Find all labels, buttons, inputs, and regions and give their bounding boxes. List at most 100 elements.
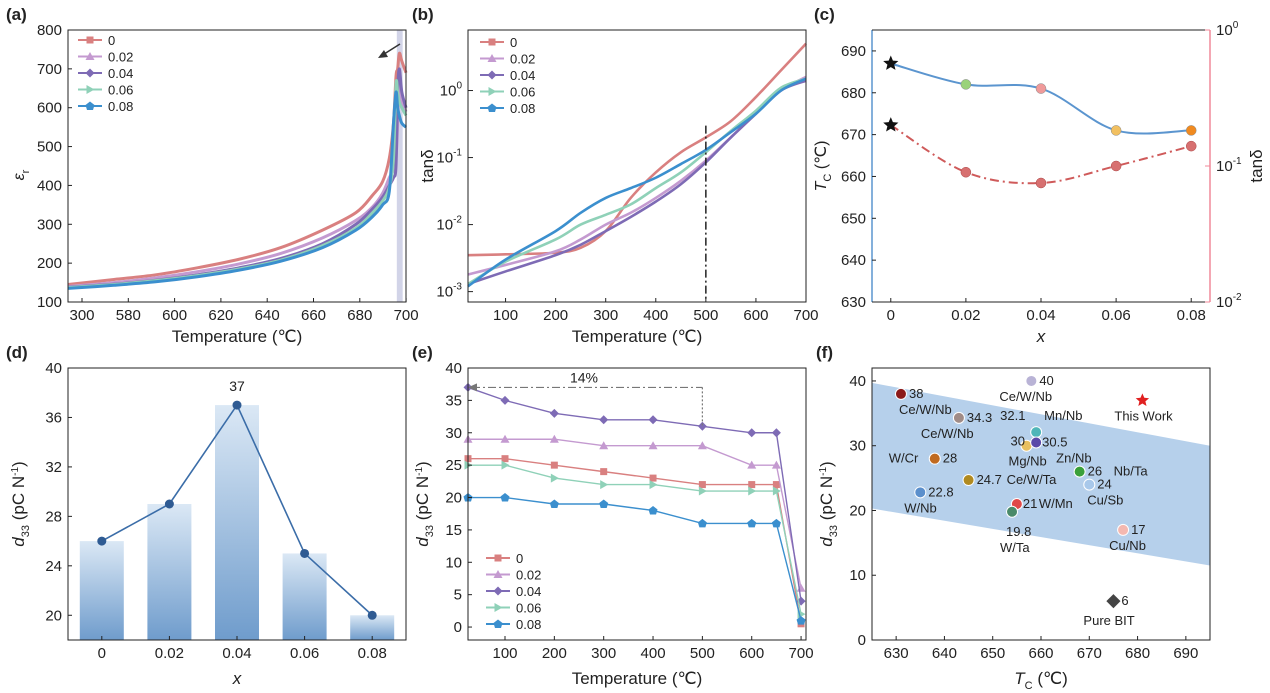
point-0.04	[697, 421, 707, 431]
point-0.08	[796, 616, 806, 625]
tan-point	[1185, 140, 1197, 152]
panel-c-ytick-left: 660	[841, 168, 866, 185]
panel-d-ytick: 24	[45, 558, 62, 575]
panel-c-ylabel-left: TC (℃)	[813, 141, 834, 192]
label-part: -1	[414, 467, 425, 476]
point-label: Ce/W/Ta	[1007, 472, 1058, 487]
panel-a-ytick: 500	[37, 139, 62, 156]
label-part: 33	[20, 525, 32, 537]
label-part: r	[20, 169, 32, 173]
label-part: C	[822, 174, 834, 182]
legend-marker-3	[86, 85, 95, 94]
legend-label-1: 0.02	[510, 52, 535, 67]
panel-c-ytick-right: 100	[1216, 20, 1239, 39]
point-0.04	[599, 415, 609, 425]
point-0.06	[649, 480, 658, 490]
series-line-0	[67, 51, 408, 287]
point-0.02	[648, 441, 658, 450]
arrow-head	[378, 50, 388, 58]
point-0.08	[500, 493, 510, 502]
legend-label-2: 0.04	[108, 66, 133, 81]
panel-c-ylabel-right: tanδ	[1247, 149, 1266, 182]
legend-label-4: 0.08	[510, 101, 535, 116]
point-label: W/Cr	[889, 451, 919, 466]
legend-label-2: 0.04	[516, 584, 541, 599]
panel-f-xtick: 650	[980, 645, 1005, 662]
point-0.02	[599, 441, 609, 450]
point-label: Ce/W/Nb	[921, 426, 974, 441]
literature-point	[1083, 478, 1096, 491]
label-part: d	[817, 537, 836, 547]
literature-point	[914, 486, 927, 499]
label-part: T	[813, 180, 830, 191]
panel-c-ytick-right: 10-2	[1216, 292, 1242, 311]
literature-point	[1073, 465, 1086, 478]
panel-c-label: (c)	[814, 5, 835, 24]
point-label: Ce/W/Nb	[899, 402, 952, 417]
panel-a-xtick: 680	[347, 307, 372, 324]
point-value: 32.1	[1000, 408, 1025, 423]
bar-0.02	[147, 504, 192, 640]
panel-a-ytick: 300	[37, 216, 62, 233]
tc-point	[1185, 125, 1197, 136]
point-value: 34.3	[967, 410, 992, 425]
panel-c-ytick-right: 10-1	[1216, 156, 1242, 175]
point-label: Nb/Ta	[1114, 464, 1149, 479]
literature-point	[1006, 505, 1019, 518]
bar-0	[79, 541, 124, 640]
panel-f-xtick: 690	[1173, 645, 1198, 662]
label-part: (pC N	[413, 476, 432, 525]
panel-e-ytick: 15	[445, 522, 462, 539]
point-0.06	[748, 486, 757, 496]
panel-b-ylabel: tanδ	[418, 149, 437, 182]
panel-b-xtick: 200	[543, 307, 568, 324]
panel-d-xtick: 0.06	[290, 645, 319, 662]
legend-label-1: 0.02	[516, 568, 541, 583]
label-part: 0	[456, 81, 462, 92]
tc-star	[883, 55, 899, 70]
panel-c-xtick: 0	[887, 307, 895, 324]
point-0.04	[771, 428, 781, 438]
panel-a-ytick: 100	[37, 294, 62, 311]
point-0.04	[747, 428, 757, 438]
label-part: 33	[424, 525, 436, 537]
panel-e-ytick: 40	[445, 360, 462, 377]
point-0.08	[549, 499, 559, 508]
panel-f-ylabel: d33 (pC N-1)	[817, 461, 840, 546]
label-part: -3	[453, 282, 462, 293]
label-part: d	[9, 537, 28, 547]
point-0.06	[698, 486, 707, 496]
point-0.06	[550, 473, 559, 483]
label-part: T	[1014, 669, 1026, 688]
point-label: Mn/Nb	[1044, 408, 1082, 423]
point-label: Cu/Sb	[1087, 493, 1123, 508]
label-part: -1	[453, 148, 462, 159]
label-part: 33	[828, 525, 840, 537]
label-part: -2	[1233, 292, 1242, 303]
pure-bit-diamond	[1106, 594, 1121, 609]
panel-b-label: (b)	[412, 5, 434, 24]
tc-curve	[890, 62, 1192, 135]
panel-a-xtick: 580	[116, 307, 141, 324]
tan-point	[1035, 177, 1047, 189]
panel-d-ylabel: d33 (pC N-1)	[9, 461, 32, 546]
annotation-arrowhead	[468, 383, 477, 392]
panel-d-ytick: 20	[45, 607, 62, 624]
point-0.04	[549, 408, 559, 418]
panel-e-xtick: 600	[739, 645, 764, 662]
label-part: (℃)	[1033, 669, 1068, 688]
panel-f-label: (f)	[816, 343, 833, 362]
panel-e-xtick: 200	[542, 645, 567, 662]
panel-a-xtick: 640	[255, 307, 280, 324]
legend-marker-4	[493, 619, 503, 628]
point-label: W/Mn	[1039, 496, 1073, 511]
point-value: 19.8	[1006, 524, 1031, 539]
panel-b-ytick: 10-2	[436, 215, 462, 234]
series-line-0	[467, 42, 807, 257]
panel-b-xtick: 300	[593, 307, 618, 324]
label-part: -1	[10, 467, 21, 476]
tc-point	[960, 79, 972, 90]
panel-b-xtick: 600	[743, 307, 768, 324]
panel-d-xtick: 0.02	[155, 645, 184, 662]
label-part: )	[9, 461, 28, 467]
